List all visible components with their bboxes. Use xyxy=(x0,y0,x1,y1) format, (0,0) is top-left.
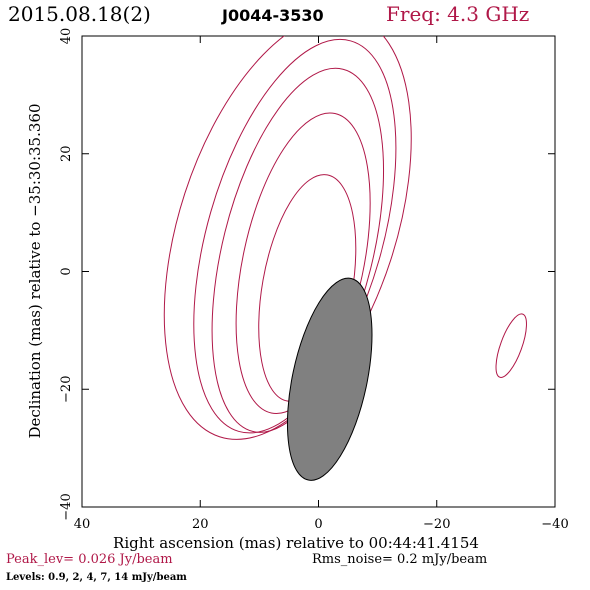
y-axis-label: Declination (mas) relative to −35:30:35.… xyxy=(26,103,44,438)
rms-noise: Rms_noise= 0.2 mJy/beam xyxy=(312,552,488,567)
source-name: J0044-3530 xyxy=(222,6,324,25)
axis-tick-labels: 40 20 0 −20 −40 −40 −20 0 20 40 xyxy=(59,28,569,532)
contour-line xyxy=(211,67,385,433)
x-tick-label: 0 xyxy=(314,517,322,532)
contour-levels: Levels: 0.9, 2, 4, 7, 14 mJy/beam xyxy=(6,572,187,583)
x-tick-label: 40 xyxy=(74,517,91,532)
y-tick-label: 0 xyxy=(59,267,74,275)
y-tick-label: −40 xyxy=(59,493,74,520)
axis-ticks xyxy=(81,35,556,508)
x-tick-label: 20 xyxy=(192,517,209,532)
beam-ellipse xyxy=(286,277,373,481)
peak-level: Peak_lev= 0.026 Jy/beam xyxy=(6,552,173,567)
y-tick-label: 20 xyxy=(59,145,74,162)
contour-line xyxy=(235,112,371,415)
contour-line xyxy=(495,313,527,378)
y-tick-label: 40 xyxy=(59,28,74,45)
x-axis-label: Right ascension (mas) relative to 00:44:… xyxy=(113,534,479,552)
frequency-label: Freq: 4.3 GHz xyxy=(386,2,530,26)
x-tick-label: −20 xyxy=(423,517,450,532)
y-tick-label: −20 xyxy=(59,376,74,403)
contour-line xyxy=(193,38,397,434)
contour-line xyxy=(163,36,412,440)
plot-marks xyxy=(163,36,527,481)
observation-date: 2015.08.18(2) xyxy=(8,2,151,26)
x-tick-label: −40 xyxy=(541,517,568,532)
